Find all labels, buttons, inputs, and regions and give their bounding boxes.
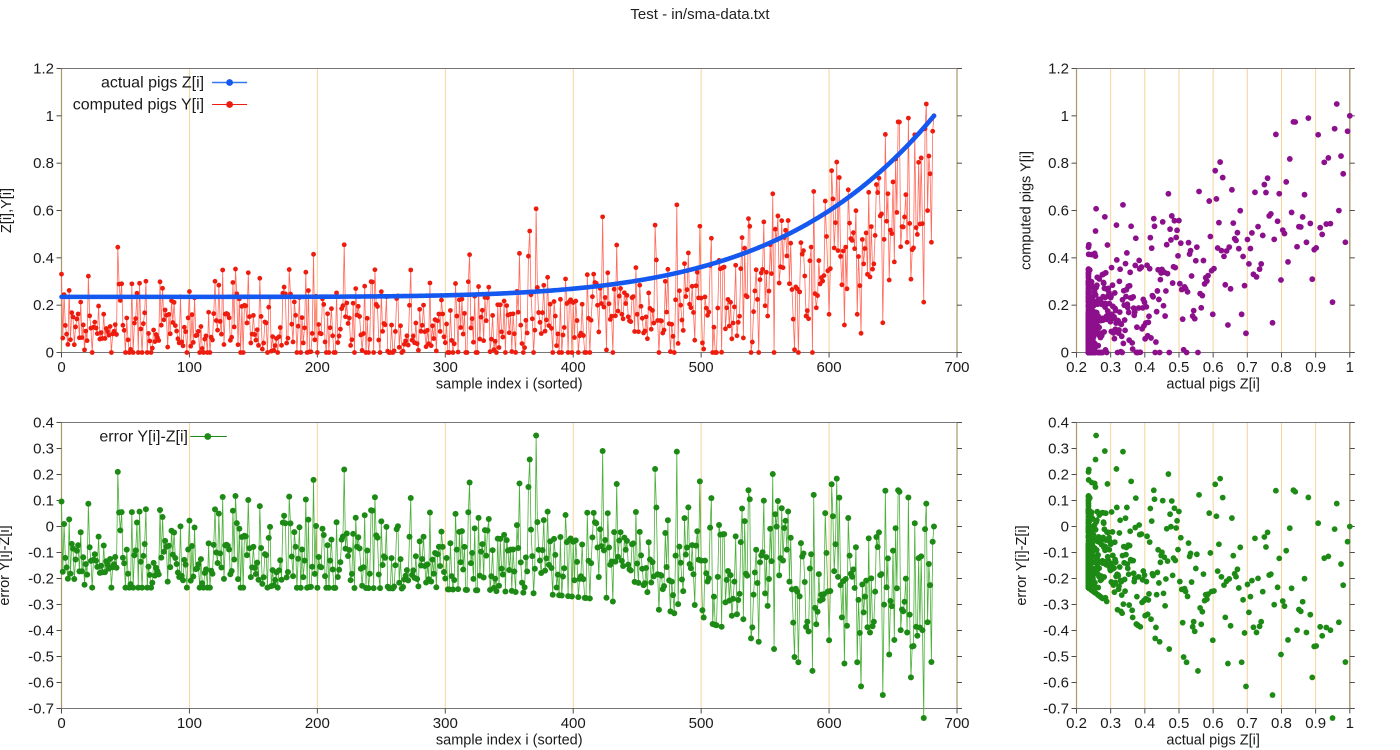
svg-text:actual pigs Z[i]: actual pigs Z[i] bbox=[1166, 377, 1260, 393]
svg-text:200: 200 bbox=[305, 715, 330, 732]
svg-text:0.4: 0.4 bbox=[1134, 715, 1155, 732]
svg-text:0.2: 0.2 bbox=[1048, 467, 1069, 484]
svg-text:-0.6: -0.6 bbox=[1043, 675, 1069, 692]
svg-text:400: 400 bbox=[561, 715, 586, 732]
svg-text:error Y[i]-Z[i]: error Y[i]-Z[i] bbox=[0, 525, 13, 605]
svg-text:computed pigs Y[i]: computed pigs Y[i] bbox=[73, 97, 204, 114]
svg-text:400: 400 bbox=[561, 359, 586, 376]
svg-text:0.2: 0.2 bbox=[33, 297, 54, 314]
svg-text:0.3: 0.3 bbox=[1048, 441, 1069, 458]
svg-text:0.6: 0.6 bbox=[1203, 715, 1224, 732]
svg-text:-0.4: -0.4 bbox=[1043, 623, 1069, 640]
svg-text:600: 600 bbox=[817, 715, 842, 732]
svg-text:0.4: 0.4 bbox=[33, 415, 54, 432]
svg-text:1: 1 bbox=[1061, 108, 1069, 125]
svg-text:0.3: 0.3 bbox=[1100, 715, 1121, 732]
svg-text:computed pigs Y[i]: computed pigs Y[i] bbox=[1019, 151, 1035, 270]
svg-text:700: 700 bbox=[944, 715, 969, 732]
svg-text:200: 200 bbox=[305, 359, 330, 376]
svg-text:-0.1: -0.1 bbox=[1043, 545, 1069, 562]
svg-text:0.9: 0.9 bbox=[1305, 359, 1326, 376]
svg-text:1.2: 1.2 bbox=[33, 61, 54, 78]
svg-text:0.3: 0.3 bbox=[33, 441, 54, 458]
svg-text:0.3: 0.3 bbox=[1100, 359, 1121, 376]
svg-text:error Y[i]-Z[i]: error Y[i]-Z[i] bbox=[99, 429, 188, 446]
svg-text:100: 100 bbox=[177, 359, 202, 376]
svg-text:0.2: 0.2 bbox=[33, 467, 54, 484]
svg-text:actual pigs Z[i]: actual pigs Z[i] bbox=[101, 75, 204, 92]
svg-text:sample index i (sorted): sample index i (sorted) bbox=[436, 377, 583, 393]
svg-text:0.6: 0.6 bbox=[1203, 359, 1224, 376]
svg-text:0.4: 0.4 bbox=[1048, 415, 1069, 432]
svg-text:-0.4: -0.4 bbox=[28, 623, 54, 640]
svg-text:0.4: 0.4 bbox=[33, 250, 54, 267]
svg-text:0.5: 0.5 bbox=[1169, 715, 1190, 732]
svg-text:0.6: 0.6 bbox=[1048, 203, 1069, 220]
svg-text:Z[i],Y[i]: Z[i],Y[i] bbox=[0, 188, 15, 233]
svg-text:1: 1 bbox=[46, 108, 54, 125]
svg-text:-0.2: -0.2 bbox=[28, 571, 54, 588]
svg-text:0: 0 bbox=[46, 519, 54, 536]
svg-text:-0.5: -0.5 bbox=[28, 649, 54, 666]
svg-text:600: 600 bbox=[817, 359, 842, 376]
svg-text:0.8: 0.8 bbox=[1271, 359, 1292, 376]
svg-text:actual pigs Z[i]: actual pigs Z[i] bbox=[1166, 733, 1260, 749]
svg-text:sample index i (sorted): sample index i (sorted) bbox=[436, 733, 583, 749]
svg-text:-0.3: -0.3 bbox=[1043, 597, 1069, 614]
svg-text:0.8: 0.8 bbox=[33, 155, 54, 172]
svg-text:1: 1 bbox=[1346, 359, 1354, 376]
svg-text:300: 300 bbox=[433, 359, 458, 376]
svg-text:700: 700 bbox=[944, 359, 969, 376]
svg-text:0.4: 0.4 bbox=[1048, 250, 1069, 267]
svg-text:0: 0 bbox=[1061, 519, 1069, 536]
svg-text:100: 100 bbox=[177, 715, 202, 732]
svg-text:-0.5: -0.5 bbox=[1043, 649, 1069, 666]
svg-text:1: 1 bbox=[1346, 715, 1354, 732]
svg-text:0.8: 0.8 bbox=[1271, 715, 1292, 732]
svg-text:0.1: 0.1 bbox=[33, 493, 54, 510]
svg-text:0.2: 0.2 bbox=[1066, 359, 1087, 376]
svg-text:0: 0 bbox=[57, 359, 65, 376]
svg-text:0.5: 0.5 bbox=[1169, 359, 1190, 376]
svg-text:0.9: 0.9 bbox=[1305, 715, 1326, 732]
svg-text:-0.7: -0.7 bbox=[28, 701, 54, 718]
svg-text:0.8: 0.8 bbox=[1048, 155, 1069, 172]
svg-text:0.2: 0.2 bbox=[1048, 297, 1069, 314]
svg-text:-0.1: -0.1 bbox=[28, 545, 54, 562]
svg-text:0.4: 0.4 bbox=[1134, 359, 1155, 376]
svg-text:500: 500 bbox=[689, 715, 714, 732]
svg-text:0.7: 0.7 bbox=[1237, 715, 1258, 732]
svg-text:-0.2: -0.2 bbox=[1043, 571, 1069, 588]
svg-text:300: 300 bbox=[433, 715, 458, 732]
svg-text:0.6: 0.6 bbox=[33, 203, 54, 220]
svg-text:0.1: 0.1 bbox=[1048, 493, 1069, 510]
svg-text:1.2: 1.2 bbox=[1048, 61, 1069, 78]
svg-text:0: 0 bbox=[46, 345, 54, 362]
svg-text:error Y[i]-Z[i]: error Y[i]-Z[i] bbox=[1014, 525, 1030, 605]
svg-text:0: 0 bbox=[57, 715, 65, 732]
svg-text:-0.3: -0.3 bbox=[28, 597, 54, 614]
svg-text:0.2: 0.2 bbox=[1066, 715, 1087, 732]
svg-text:-0.6: -0.6 bbox=[28, 675, 54, 692]
svg-text:500: 500 bbox=[689, 359, 714, 376]
svg-text:0.7: 0.7 bbox=[1237, 359, 1258, 376]
